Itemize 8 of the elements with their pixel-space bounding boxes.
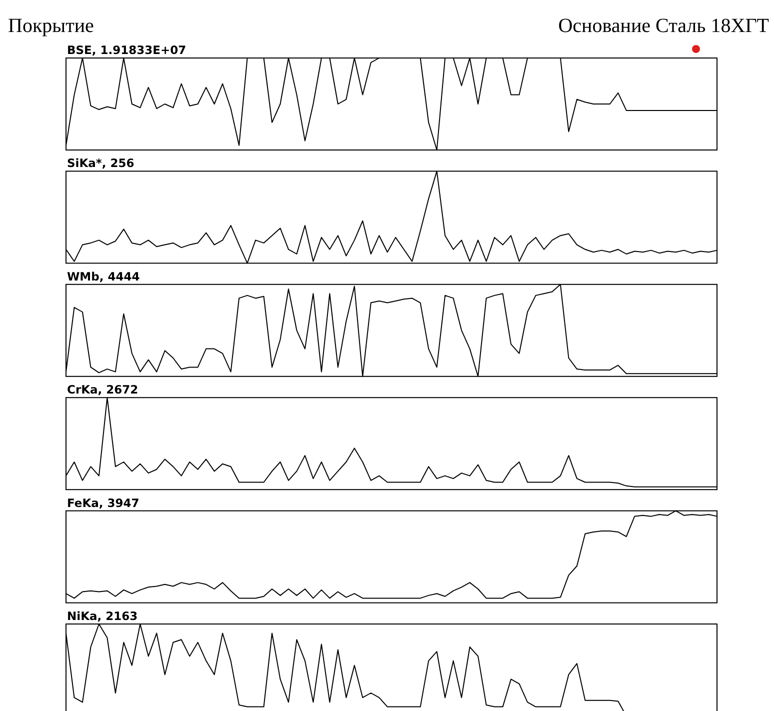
chart-title: FeKa, 3947 — [67, 496, 140, 510]
chart-title: WMb, 4444 — [67, 269, 140, 284]
chart-title: NiKa, 2163 — [67, 609, 138, 623]
chart-title: BSE, 1.91833E+07 — [67, 43, 186, 57]
chart-title: CrKa, 2672 — [67, 382, 138, 397]
chart-title: SiKa*, 256 — [67, 156, 134, 170]
text: Основание Сталь 18ХГТ — [558, 15, 769, 37]
text: Покрытие — [8, 15, 94, 37]
